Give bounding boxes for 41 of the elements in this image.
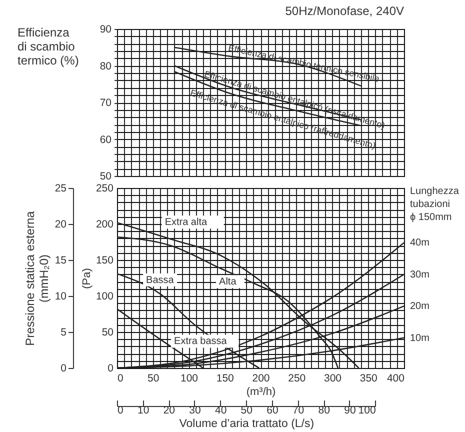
x-tick-label: 250 — [288, 372, 306, 384]
y2-tick-label: 0 — [60, 362, 67, 374]
y-axis-title: (Pa) — [80, 268, 93, 289]
y2-tick-label: 10 — [54, 290, 67, 302]
series-label: 20m — [410, 301, 430, 312]
x-tick-label: 300 — [324, 372, 342, 384]
x-tick-label: 150 — [216, 372, 234, 384]
y-tick-label: 250 — [96, 182, 114, 194]
x-axis-title: (m³/h) — [246, 386, 276, 398]
x-tick-label: 350 — [360, 372, 378, 384]
series-label: Alta — [219, 276, 237, 288]
y-tick-label: 70 — [100, 97, 112, 109]
y-tick-label: 90 — [100, 24, 112, 36]
y2-tick-label: 15 — [54, 254, 67, 266]
x-tick-label: 50 — [148, 372, 160, 384]
y-tick-label: 80 — [100, 60, 112, 72]
series-label: 40m — [410, 238, 430, 249]
series-label: Bassa — [146, 274, 174, 286]
y2-tick-label: 20 — [54, 218, 67, 230]
y-tick-label: 0 — [108, 362, 114, 374]
y-axis-title: Efficienza di scambio termico (%) — [18, 26, 79, 68]
chart-title: 50Hz/Monofase, 240V — [285, 4, 404, 18]
series-label: 10m — [410, 332, 430, 344]
y2-tick-label: 25 — [54, 182, 67, 194]
x2-axis-title: Volume d’aria trattato (L/s) — [179, 418, 314, 430]
x-tick-label: 100 — [180, 372, 198, 384]
y-tick-label: 100 — [96, 290, 114, 302]
y-tick-label: 150 — [96, 254, 114, 266]
y-tick-label: 50 — [102, 326, 114, 338]
x-tick-label: 0 — [118, 372, 124, 384]
y2-tick-label: 5 — [60, 326, 67, 338]
y-tick-label: 60 — [100, 134, 112, 146]
x-tick-label: 400 — [386, 372, 405, 384]
x-tick-label: 200 — [252, 372, 270, 384]
series-label: 30m — [410, 269, 430, 280]
y2-axis-title: Pressione statica esterna (mmH₂0) — [22, 210, 51, 346]
series-label: Extra bassa — [174, 336, 228, 348]
y-tick-label: 200 — [96, 218, 114, 230]
text: Lunghezza tubazioni ϕ 150mm — [410, 186, 460, 223]
y-tick-label: 50 — [100, 170, 112, 182]
series-label: Extra alta — [164, 217, 208, 228]
